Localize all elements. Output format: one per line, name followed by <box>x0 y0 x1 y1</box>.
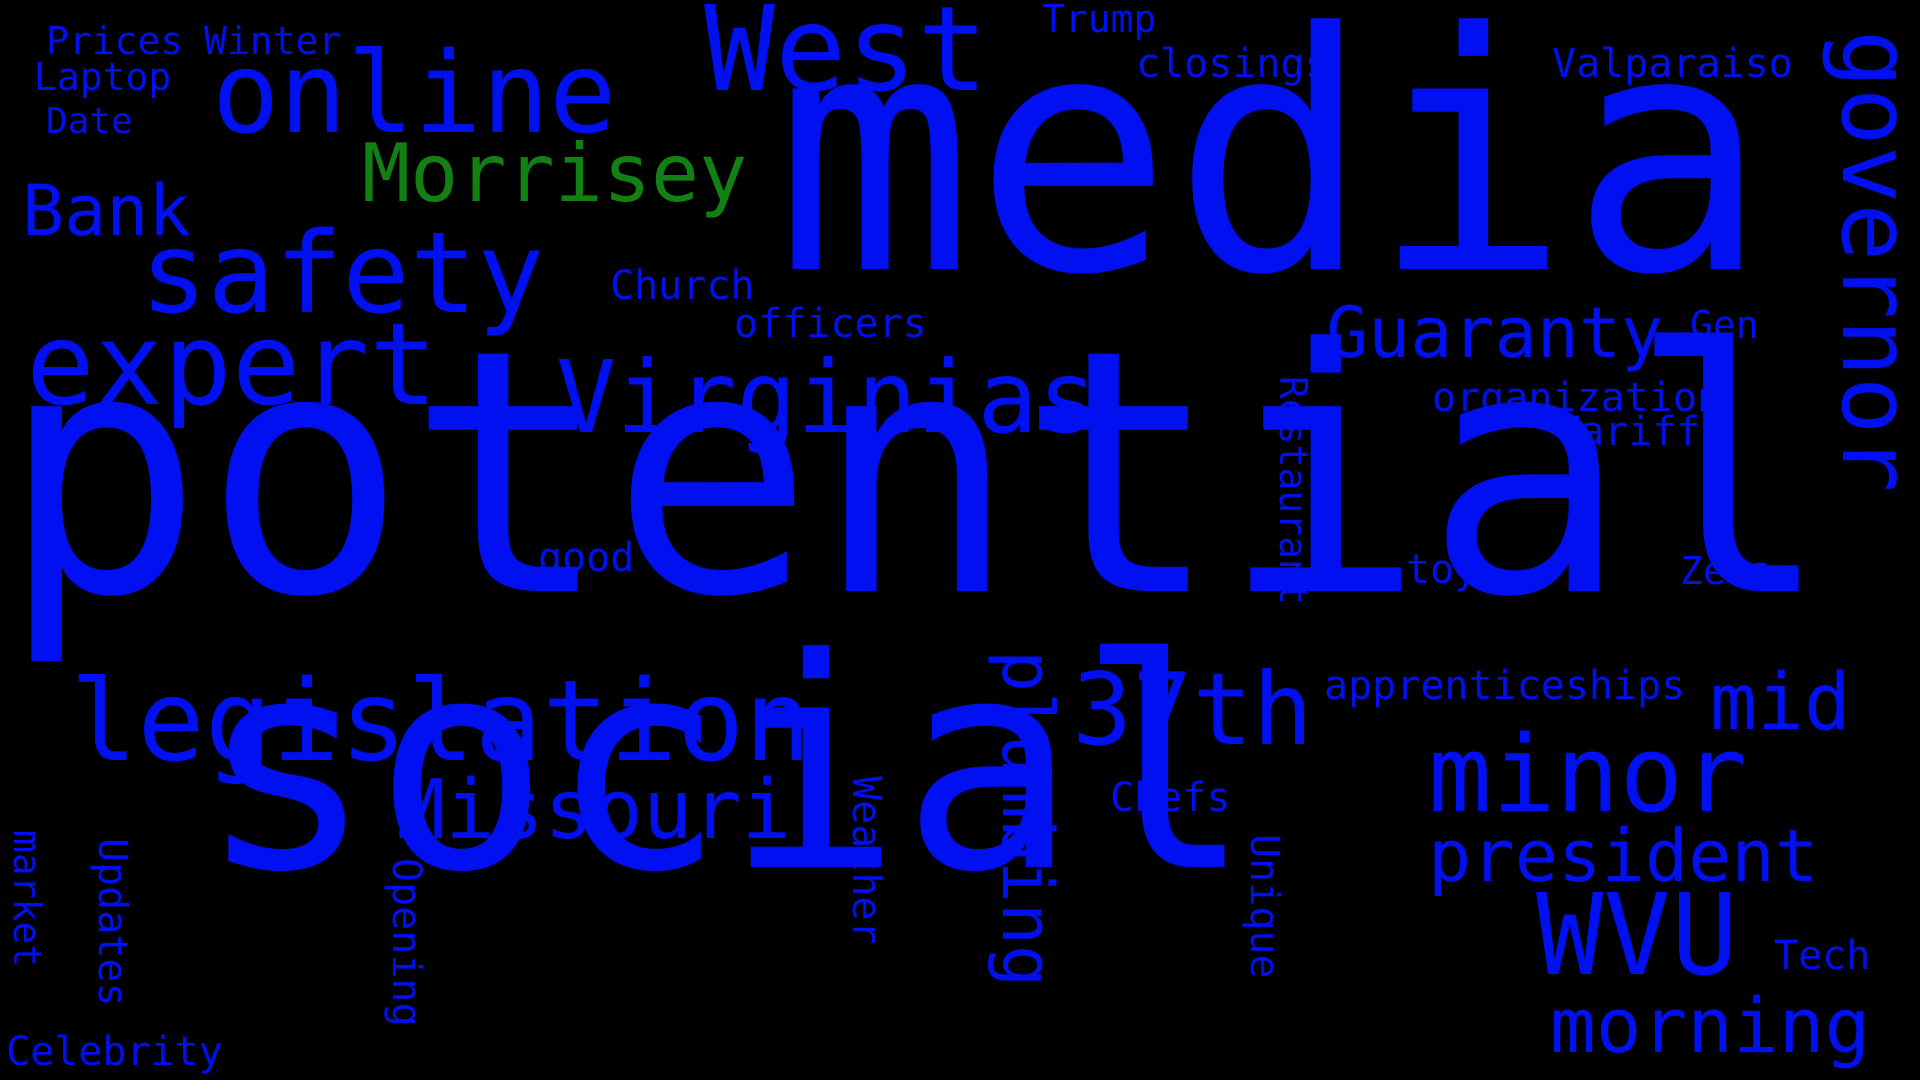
word-chefs: Chefs <box>1110 778 1230 818</box>
word-virginias: Virginias <box>556 348 1098 448</box>
word-37th: 37th <box>1072 660 1313 760</box>
word-expert: expert <box>26 308 438 422</box>
word-trump: Trump <box>1042 0 1156 38</box>
word-missouri: Missouri <box>396 770 791 852</box>
word-officers: officers <box>734 304 927 344</box>
word-unique: Unique <box>1244 834 1284 979</box>
word-toy: toy <box>1406 550 1478 590</box>
word-west: West <box>704 0 988 108</box>
word-closings: closings <box>1136 44 1329 84</box>
word-laptop: Laptop <box>34 58 171 96</box>
word-tariffs: Tariffs <box>1556 412 1725 452</box>
word-church: Church <box>610 266 755 306</box>
word-guaranty: Guaranty <box>1326 298 1663 368</box>
word-updates: Updates <box>92 838 132 1007</box>
word-governor: governor <box>1828 30 1920 492</box>
word-zers: Zers <box>1680 552 1772 590</box>
word-winter: Winter <box>204 22 341 60</box>
word-weather: Weather <box>846 776 886 945</box>
word-opening: Opening <box>386 858 426 1027</box>
word-celebrity: Celebrity <box>6 1032 223 1072</box>
word-good: good <box>538 538 634 578</box>
word-wvu: WVU <box>1536 880 1738 992</box>
word-apprenticeships: apprenticeships <box>1324 666 1685 706</box>
word-legislation: legislation <box>70 666 812 778</box>
word-restaurant: Restaurant <box>1274 376 1312 605</box>
word-bank: Bank <box>22 176 191 246</box>
word-gen: Gen <box>1690 306 1759 344</box>
word-morrisey: Morrisey <box>362 134 747 214</box>
word-valparaiso: Valparaiso <box>1552 44 1793 84</box>
word-plumbing: plumbing <box>992 650 1062 987</box>
word-tech: Tech <box>1774 936 1870 976</box>
word-minor: minor <box>1428 722 1747 828</box>
word-mid: mid <box>1710 664 1851 742</box>
word-date: Date <box>46 104 133 140</box>
word-market: market <box>8 830 46 967</box>
word-morning: morning <box>1550 988 1870 1064</box>
